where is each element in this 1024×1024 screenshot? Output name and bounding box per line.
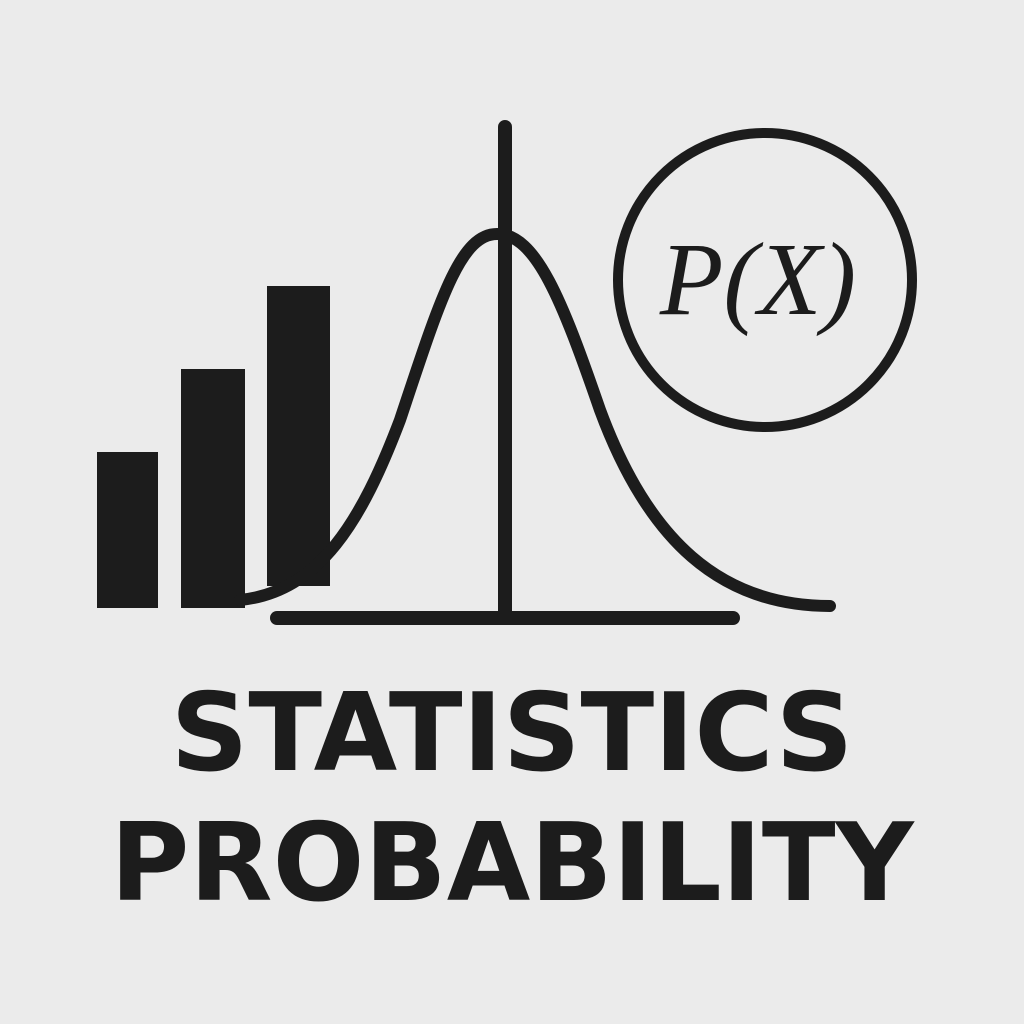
bell-curve — [234, 227, 836, 612]
badge-circle — [613, 128, 917, 432]
title-line: STATISTICS — [171, 671, 854, 796]
badge-label: P(X) — [659, 222, 856, 337]
title-line: PROBABILITY — [110, 801, 915, 926]
bar — [267, 286, 330, 586]
bar — [181, 369, 245, 608]
bar — [97, 452, 158, 608]
